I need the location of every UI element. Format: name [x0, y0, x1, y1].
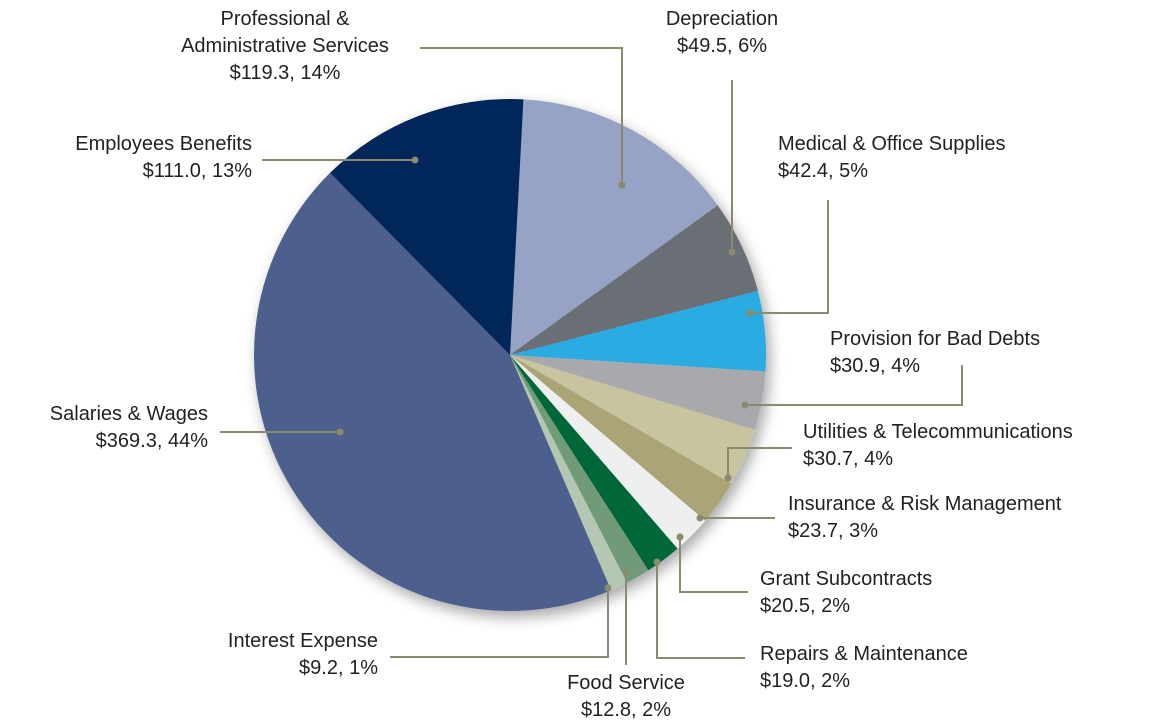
pie-slice [510, 355, 706, 549]
pie-slice [510, 355, 732, 521]
slice-label: Provision for Bad Debts $30.9, 4% [830, 326, 1040, 380]
slice-label: Depreciation $49.5, 6% [666, 6, 778, 60]
slice-value: $23.7, 3% [788, 520, 879, 542]
leader-line [679, 537, 748, 593]
slice-name: Utilities & Telecommunications [803, 421, 1073, 443]
slice-name: Employees Benefits [75, 133, 252, 155]
slice-value: $30.9, 4% [830, 355, 921, 377]
slice-name: Salaries & Wages [49, 403, 208, 425]
pie-slice [253, 172, 612, 611]
slice-value: $12.8, 2% [580, 699, 672, 721]
pie-slice [510, 205, 758, 355]
leader-line [390, 588, 609, 658]
slice-label: Professional & Administrative Services $1… [160, 6, 410, 87]
slice-value: $119.3, 14% [229, 62, 341, 84]
slice-label: Salaries & Wages $369.3, 44% [50, 401, 208, 455]
slice-value: $9.2, 1% [299, 657, 378, 679]
leader-dot [676, 533, 684, 541]
pie-slice [330, 99, 524, 355]
pie-slice [510, 355, 766, 430]
leader-dot [618, 181, 626, 189]
slice-label: Grant Subcontracts $20.5, 2% [760, 566, 932, 620]
leader-dot [746, 309, 754, 317]
slice-name: Professional & Administrative Services [181, 8, 389, 57]
leader-line [420, 47, 623, 185]
leader-line [727, 447, 792, 478]
slice-name: Insurance & Risk Management [788, 493, 1062, 515]
slice-label: Employees Benefits $111.0, 13% [75, 131, 252, 185]
slice-value: $49.5, 6% [676, 35, 768, 57]
pie [253, 99, 766, 611]
leader-dot [696, 514, 704, 522]
slice-label: Insurance & Risk Management $23.7, 3% [788, 491, 1061, 545]
pie-slice [510, 355, 628, 591]
slice-value: $30.7, 4% [803, 448, 894, 470]
leader-dot [724, 474, 732, 482]
slice-value: $111.0, 13% [142, 160, 252, 182]
slice-name: Provision for Bad Debts [830, 328, 1041, 350]
slice-name: Food Service [567, 672, 685, 694]
leaders [220, 47, 963, 665]
slice-name: Interest Expense [227, 630, 378, 652]
pie-slice [510, 355, 678, 571]
pie-slice [510, 99, 718, 356]
slice-label: Utilities & Telecommunications $30.7, 4% [803, 419, 1073, 473]
slice-value: $19.0, 2% [760, 670, 851, 692]
slice-name: Medical & Office Supplies [778, 133, 1006, 155]
leader-line [750, 200, 829, 314]
pie-slice [510, 355, 755, 484]
leader-dot [741, 401, 749, 409]
slice-name: Grant Subcontracts [760, 568, 933, 590]
slice-value: $42.4, 5% [778, 160, 869, 182]
leader-dot [604, 584, 612, 592]
pie-slice [510, 355, 649, 583]
slice-label: Medical & Office Supplies $42.4, 5% [778, 131, 1006, 185]
slice-value: $369.3, 44% [95, 430, 208, 452]
slice-label: Repairs & Maintenance $19.0, 2% [760, 641, 968, 695]
slice-name: Depreciation [665, 8, 779, 30]
leader-dot [622, 568, 630, 576]
leader-dot [728, 248, 736, 256]
leader-dot [336, 428, 344, 436]
leader-line [656, 562, 745, 659]
leader-line [745, 365, 963, 406]
leader-dot [411, 156, 419, 164]
slice-label: Interest Expense $9.2, 1% [228, 628, 378, 682]
slice-label: Food Service $12.8, 2% [567, 670, 685, 724]
leader-dot [653, 558, 661, 566]
slice-value: $20.5, 2% [760, 595, 851, 617]
pie-slice [510, 290, 766, 372]
slice-name: Repairs & Maintenance [760, 643, 968, 665]
